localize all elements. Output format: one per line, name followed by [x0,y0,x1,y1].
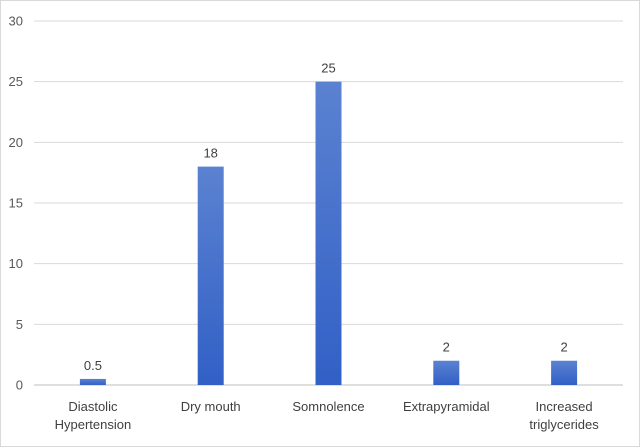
y-tick-label: 10 [9,256,23,271]
category-label-line: triglycerides [529,417,599,432]
data-labels: 0.5 18 25 2 2 [84,61,568,373]
category-label-line: Somnolence [292,399,364,414]
category-label-line: Hypertension [55,417,132,432]
y-tick-label: 30 [9,14,23,29]
y-axis-ticks: 0 5 10 15 20 25 30 [9,14,23,393]
bar [197,166,224,385]
category-label: Dry mouth [181,399,241,414]
bar [315,81,342,386]
category-label: Increased triglycerides [529,399,599,432]
data-label: 2 [560,340,567,355]
category-label: Diastolic Hypertension [55,399,132,432]
data-label: 0.5 [84,358,102,373]
category-label-line: Dry mouth [181,399,241,414]
x-axis-labels: Diastolic Hypertension Dry mouth Somnolence… [55,399,600,432]
category-label: Somnolence [292,399,364,414]
y-tick-label: 25 [9,74,23,89]
y-tick-label: 5 [16,317,23,332]
y-tick-label: 15 [9,196,23,211]
category-label: Extrapyramidal [403,399,490,414]
category-label-line: Increased [536,399,593,414]
category-label-line: Extrapyramidal [403,399,490,414]
data-label: 2 [443,340,450,355]
bar [551,360,578,385]
bar [433,360,460,385]
y-tick-label: 0 [16,378,23,393]
bar [79,378,106,385]
data-label: 18 [203,146,217,161]
category-label-line: Diastolic [68,399,118,414]
y-tick-label: 20 [9,135,23,150]
data-label: 25 [321,61,335,76]
bars [79,81,578,386]
